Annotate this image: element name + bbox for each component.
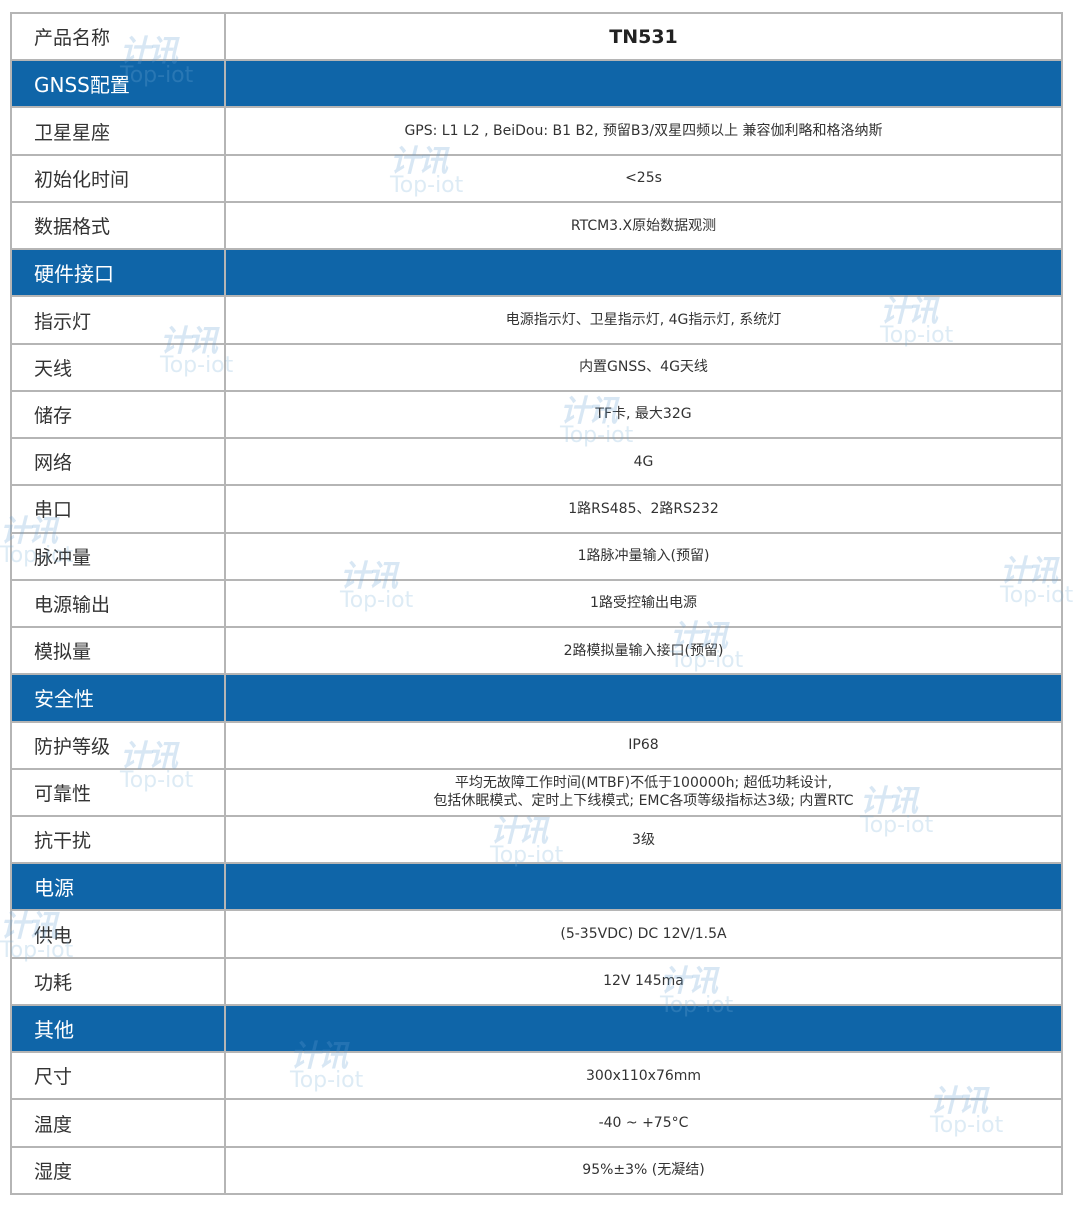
spec-value: 平均无故障工作时间(MTBF)不低于100000h; 超低功耗设计, 包括休眠模… bbox=[433, 775, 854, 810]
spec-label: 储存 bbox=[12, 391, 226, 438]
section-title: 其他 bbox=[12, 1005, 226, 1052]
spec-row: 储存 TF卡, 最大32G bbox=[12, 391, 1061, 440]
section-title: 安全性 bbox=[12, 675, 226, 721]
spec-value: (5-35VDC) DC 12V/1.5A bbox=[560, 926, 727, 943]
section-header-row: 安全性 bbox=[12, 675, 1061, 723]
spec-value bbox=[226, 250, 1061, 295]
spec-label: 数据格式 bbox=[12, 202, 226, 249]
spec-row: 模拟量 2路模拟量输入接口(预留) bbox=[12, 628, 1061, 676]
spec-value: <25s bbox=[625, 170, 662, 187]
spec-value: 1路RS485、2路RS232 bbox=[568, 500, 719, 517]
spec-value bbox=[226, 675, 1061, 720]
spec-label: 指示灯 bbox=[12, 297, 226, 343]
spec-value: 内置GNSS、4G天线 bbox=[579, 359, 708, 376]
spec-row: 温度 -40 ~ +75°C bbox=[12, 1100, 1061, 1148]
section-header-row: 其他 bbox=[12, 1005, 1061, 1054]
spec-row: 防护等级 IP68 bbox=[12, 722, 1061, 770]
spec-label: 尺寸 bbox=[12, 1053, 226, 1099]
spec-row: 湿度 95%±3% (无凝结) bbox=[12, 1147, 1061, 1195]
spec-row: 初始化时间 <25s bbox=[12, 155, 1061, 203]
spec-value: -40 ~ +75°C bbox=[598, 1115, 689, 1131]
spec-value: 1路受控输出电源 bbox=[590, 595, 697, 612]
spec-value: 3级 bbox=[632, 831, 655, 848]
spec-row: 数据格式 RTCM3.X原始数据观测 bbox=[12, 202, 1061, 251]
spec-row: 网络 4G bbox=[12, 439, 1061, 487]
spec-value: RTCM3.X原始数据观测 bbox=[570, 217, 717, 234]
spec-label: 供电 bbox=[12, 911, 226, 957]
spec-row: 电源输出 1路受控输出电源 bbox=[12, 580, 1061, 629]
spec-table: 产品名称 TN531 GNSS配置 卫星星座 GPS: L1 L2 , BeiDou: … bbox=[10, 12, 1063, 1195]
spec-label: 卫星星座 bbox=[12, 108, 226, 154]
spec-value: 300x110x76mm bbox=[585, 1067, 702, 1084]
spec-label: 初始化时间 bbox=[12, 155, 226, 201]
spec-value: 1路脉冲量输入(预留) bbox=[577, 548, 710, 565]
spec-label: 产品名称 bbox=[12, 14, 226, 60]
spec-row: 产品名称 TN531 bbox=[12, 14, 1061, 62]
spec-value bbox=[226, 61, 1061, 106]
section-title: 电源 bbox=[12, 864, 226, 910]
spec-value: 2路模拟量输入接口(预留) bbox=[563, 642, 724, 659]
spec-row: 指示灯 电源指示灯、卫星指示灯, 4G指示灯, 系统灯 bbox=[12, 297, 1061, 345]
section-header-row: 电源 bbox=[12, 864, 1061, 912]
section-title: 硬件接口 bbox=[12, 250, 226, 296]
spec-label: 模拟量 bbox=[12, 628, 226, 674]
spec-value bbox=[226, 864, 1061, 909]
spec-row: 抗干扰 3级 bbox=[12, 816, 1061, 865]
spec-row: 功耗 12V 145ma bbox=[12, 958, 1061, 1006]
spec-label: 湿度 bbox=[12, 1147, 226, 1193]
spec-row: 供电 (5-35VDC) DC 12V/1.5A bbox=[12, 911, 1061, 959]
spec-value: 95%±3% (无凝结) bbox=[582, 1162, 705, 1179]
spec-value: GPS: L1 L2 , BeiDou: B1 B2, 预留B3/双星四频以上 … bbox=[404, 123, 883, 140]
spec-value: 12V 145ma bbox=[603, 973, 684, 990]
spec-label: 防护等级 bbox=[12, 722, 226, 768]
section-header-row: 硬件接口 bbox=[12, 250, 1061, 298]
spec-row: 脉冲量 1路脉冲量输入(预留) bbox=[12, 533, 1061, 581]
section-header-row: GNSS配置 bbox=[12, 61, 1061, 109]
spec-label: 温度 bbox=[12, 1100, 226, 1146]
spec-value: 电源指示灯、卫星指示灯, 4G指示灯, 系统灯 bbox=[505, 312, 782, 329]
spec-label: 功耗 bbox=[12, 958, 226, 1004]
spec-label: 可靠性 bbox=[12, 769, 226, 815]
spec-label: 抗干扰 bbox=[12, 816, 226, 863]
spec-value: 4G bbox=[633, 453, 654, 470]
spec-row: 天线 内置GNSS、4G天线 bbox=[12, 344, 1061, 392]
spec-row: 可靠性 平均无故障工作时间(MTBF)不低于100000h; 超低功耗设计, 包括… bbox=[12, 769, 1061, 817]
spec-label: 电源输出 bbox=[12, 580, 226, 627]
spec-label: 天线 bbox=[12, 344, 226, 390]
spec-row: 卫星星座 GPS: L1 L2 , BeiDou: B1 B2, 预留B3/双星四… bbox=[12, 108, 1061, 156]
spec-label: 脉冲量 bbox=[12, 533, 226, 579]
spec-value: IP68 bbox=[628, 737, 659, 754]
section-title: GNSS配置 bbox=[12, 61, 226, 107]
spec-value: TN531 bbox=[609, 25, 678, 48]
spec-value: TF卡, 最大32G bbox=[595, 406, 692, 423]
spec-row: 串口 1路RS485、2路RS232 bbox=[12, 486, 1061, 534]
spec-row: 尺寸 300x110x76mm bbox=[12, 1053, 1061, 1101]
spec-label: 网络 bbox=[12, 439, 226, 485]
spec-value bbox=[226, 1006, 1061, 1051]
spec-label: 串口 bbox=[12, 486, 226, 532]
